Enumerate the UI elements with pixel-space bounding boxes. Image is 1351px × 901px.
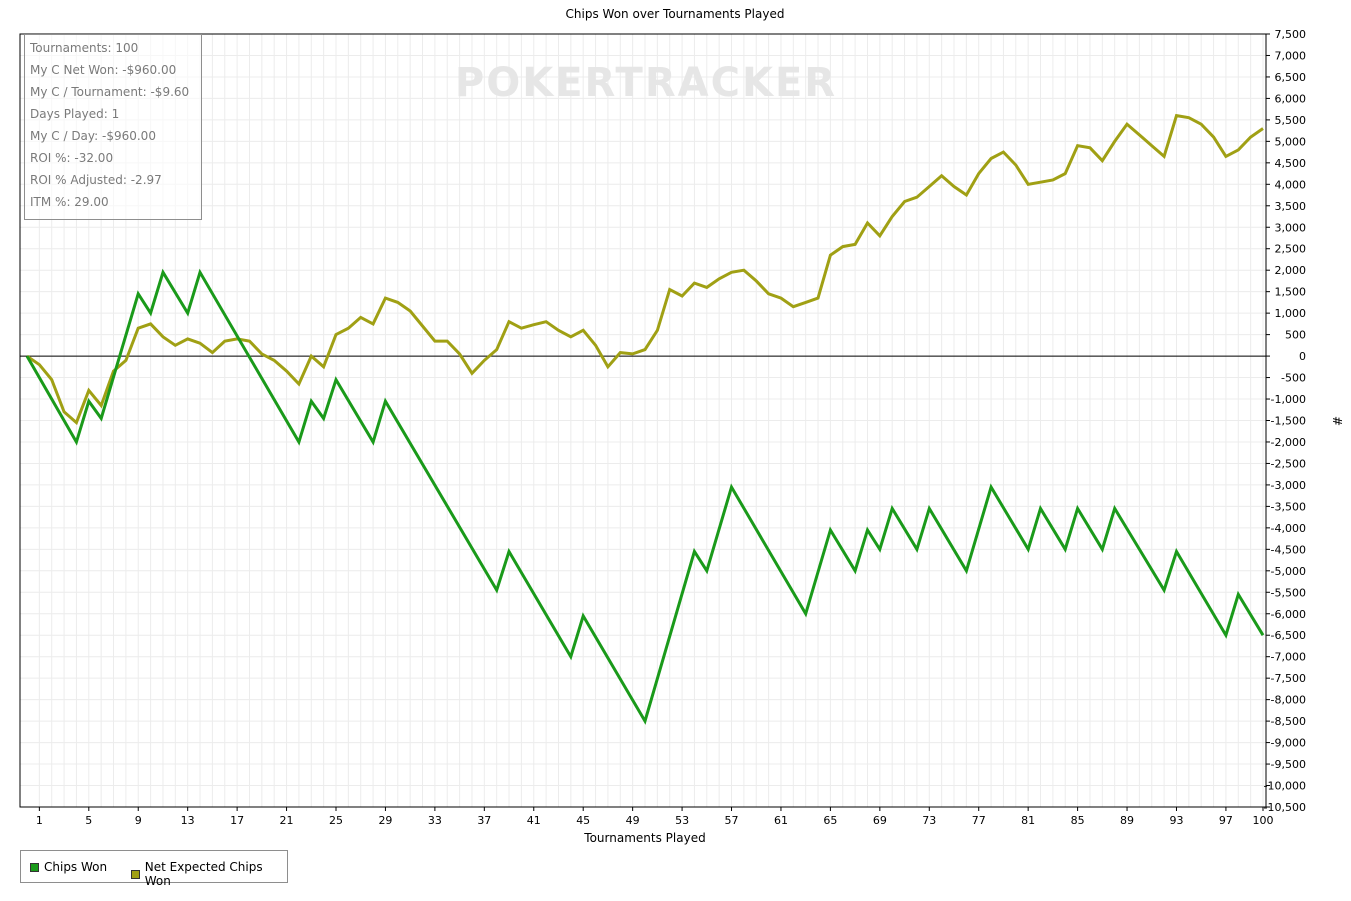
y-tick-label: 7,000 bbox=[1275, 49, 1307, 62]
y-tick-label: 5,000 bbox=[1275, 135, 1307, 148]
y-tick-label: -8,500 bbox=[1271, 715, 1306, 728]
x-tick-label: 61 bbox=[774, 814, 788, 827]
x-tick-label: 97 bbox=[1219, 814, 1233, 827]
y-tick-label: 0 bbox=[1299, 350, 1306, 363]
legend-item-net-expected[interactable]: Net Expected Chips Won bbox=[131, 860, 287, 888]
watermark-text: POKERTRACKER bbox=[455, 60, 837, 106]
series-line-net-expected bbox=[26, 113, 1264, 426]
y-tick-label: 6,500 bbox=[1275, 71, 1307, 84]
y-tick-label: -10,500 bbox=[1264, 801, 1306, 814]
legend-swatch-chips-won bbox=[30, 862, 39, 872]
y-tick-label: -6,000 bbox=[1271, 608, 1306, 621]
x-tick-label: 33 bbox=[428, 814, 442, 827]
chart-title: Chips Won over Tournaments Played bbox=[566, 7, 785, 21]
stat-roi: ROI %: -32.00 bbox=[30, 151, 114, 165]
x-tick-label: 41 bbox=[527, 814, 541, 827]
legend: Chips Won Net Expected Chips Won bbox=[20, 850, 288, 888]
y-tick-label: 2,500 bbox=[1275, 243, 1307, 256]
x-tick-label: 81 bbox=[1021, 814, 1035, 827]
stat-per-day: My C / Day: -$960.00 bbox=[30, 129, 156, 143]
y-tick-label: 7,500 bbox=[1275, 28, 1307, 41]
x-tick-label: 57 bbox=[725, 814, 739, 827]
y-tick-label: -1,000 bbox=[1271, 393, 1306, 406]
y-tick-label: 6,000 bbox=[1275, 92, 1307, 105]
y-tick-label: -1,500 bbox=[1271, 415, 1306, 428]
y-tick-label: 4,000 bbox=[1275, 178, 1307, 191]
x-tick-label: 49 bbox=[626, 814, 640, 827]
y-tick-label: 1,000 bbox=[1275, 307, 1307, 320]
legend-label-chips-won: Chips Won bbox=[44, 860, 108, 874]
y-tick-label: -9,000 bbox=[1271, 737, 1306, 750]
stat-days-played: Days Played: 1 bbox=[30, 107, 120, 121]
x-tick-label: 25 bbox=[329, 814, 343, 827]
x-tick-label: 93 bbox=[1169, 814, 1183, 827]
x-tick-label: 100 bbox=[1253, 814, 1274, 827]
y-tick-label: -6,500 bbox=[1271, 629, 1306, 642]
y-tick-label: -5,000 bbox=[1271, 565, 1306, 578]
x-tick-label: 1 bbox=[36, 814, 43, 827]
y-tick-label: 3,500 bbox=[1275, 200, 1307, 213]
series-line-chips-won bbox=[25, 268, 1265, 725]
y-tick-label: -10,000 bbox=[1264, 780, 1306, 793]
y-tick-label: -2,500 bbox=[1271, 457, 1306, 470]
legend-swatch-net-expected bbox=[131, 869, 140, 879]
y-tick-label: 5,500 bbox=[1275, 114, 1307, 127]
x-tick-label: 29 bbox=[378, 814, 392, 827]
x-tick-label: 13 bbox=[181, 814, 195, 827]
y-tick-label: -8,000 bbox=[1271, 694, 1306, 707]
x-tick-label: 85 bbox=[1071, 814, 1085, 827]
x-tick-label: 5 bbox=[85, 814, 92, 827]
y-tick-label: -2,000 bbox=[1271, 436, 1306, 449]
x-tick-label: 45 bbox=[576, 814, 590, 827]
y-tick-label: -3,500 bbox=[1271, 500, 1306, 513]
stat-net-won: My C Net Won: -$960.00 bbox=[30, 63, 177, 77]
y-tick-label: -3,000 bbox=[1271, 479, 1306, 492]
x-tick-label: 17 bbox=[230, 814, 244, 827]
y-tick-label: 1,500 bbox=[1275, 286, 1307, 299]
y-axis-label: # bbox=[1330, 416, 1344, 426]
y-tick-label: -5,500 bbox=[1271, 586, 1306, 599]
x-tick-label: 37 bbox=[477, 814, 491, 827]
stats-box: Tournaments: 100 My C Net Won: -$960.00 … bbox=[24, 34, 202, 220]
stat-per-tournament: My C / Tournament: -$9.60 bbox=[30, 85, 190, 99]
y-tick-label: -9,500 bbox=[1271, 758, 1306, 771]
y-tick-label: -500 bbox=[1281, 372, 1306, 385]
y-tick-label: -4,000 bbox=[1271, 522, 1306, 535]
x-tick-label: 21 bbox=[280, 814, 294, 827]
x-axis-label: Tournaments Played bbox=[583, 831, 705, 845]
y-tick-label: -7,000 bbox=[1271, 651, 1306, 664]
stat-roi-adjusted: ROI % Adjusted: -2.97 bbox=[30, 173, 162, 187]
stat-itm: ITM %: 29.00 bbox=[30, 195, 109, 209]
x-tick-label: 77 bbox=[972, 814, 986, 827]
x-tick-label: 69 bbox=[873, 814, 887, 827]
legend-item-chips-won[interactable]: Chips Won bbox=[30, 860, 107, 874]
x-tick-label: 9 bbox=[135, 814, 142, 827]
y-tick-label: -4,500 bbox=[1271, 543, 1306, 556]
y-tick-label: -7,500 bbox=[1271, 672, 1306, 685]
y-tick-label: 500 bbox=[1285, 329, 1306, 342]
y-tick-label: 2,000 bbox=[1275, 264, 1307, 277]
y-tick-label: 4,500 bbox=[1275, 157, 1307, 170]
y-tick-label: 3,000 bbox=[1275, 221, 1307, 234]
x-tick-label: 89 bbox=[1120, 814, 1134, 827]
legend-label-net-expected: Net Expected Chips Won bbox=[144, 860, 263, 888]
x-tick-label: 73 bbox=[922, 814, 936, 827]
x-tick-label: 65 bbox=[823, 814, 837, 827]
stat-tournaments: Tournaments: 100 bbox=[30, 41, 139, 55]
x-tick-label: 53 bbox=[675, 814, 689, 827]
